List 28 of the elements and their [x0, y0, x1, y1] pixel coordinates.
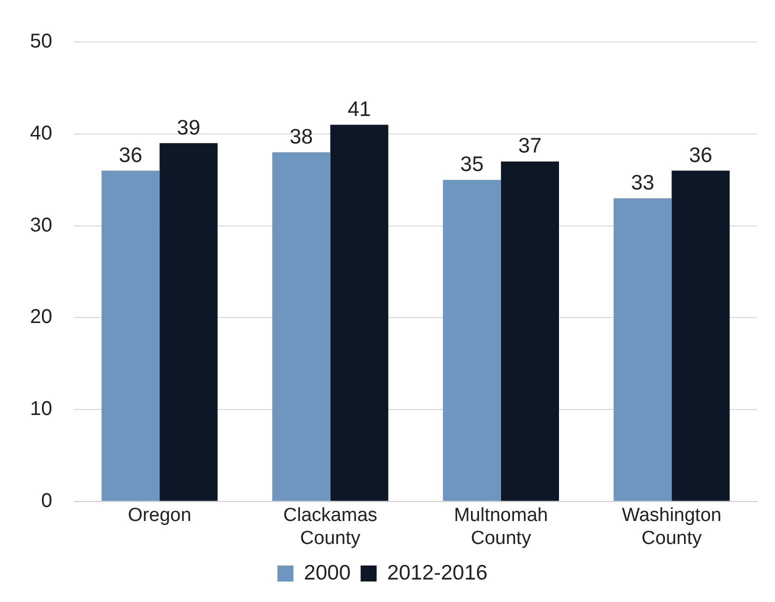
- x-tick-label: Multnomah County: [454, 505, 548, 549]
- y-tick-label: 10: [30, 398, 52, 420]
- x-tick-label: Clackamas County: [283, 505, 378, 549]
- y-tick-label: 0: [41, 490, 52, 512]
- y-tick-label: 20: [30, 306, 52, 328]
- legend-label: 2000: [304, 561, 351, 584]
- bar: [160, 143, 218, 501]
- data-label: 36: [118, 144, 142, 167]
- bar: [614, 198, 672, 501]
- y-tick-label: 50: [30, 30, 52, 53]
- x-tick-label: Oregon: [128, 505, 192, 526]
- x-tick-label: Washington County: [622, 505, 722, 549]
- bar: [672, 170, 730, 501]
- y-tick-label: 30: [30, 214, 52, 236]
- bar: [330, 124, 388, 501]
- bar: [500, 161, 559, 501]
- data-label: 33: [630, 171, 654, 194]
- legend-label: 2012-2016: [387, 561, 488, 584]
- bar: [102, 170, 160, 501]
- data-label: 36: [688, 144, 712, 167]
- bar: [442, 180, 501, 501]
- data-label: 37: [518, 134, 542, 158]
- bar: [272, 152, 330, 501]
- data-label: 35: [460, 153, 484, 176]
- data-label: 39: [176, 116, 200, 140]
- y-tick-label: 40: [30, 122, 52, 144]
- data-label: 38: [290, 126, 313, 149]
- data-label: 41: [348, 98, 371, 121]
